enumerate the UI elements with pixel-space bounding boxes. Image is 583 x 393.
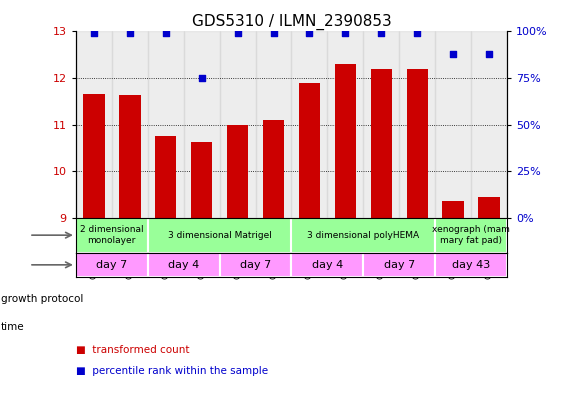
Text: 2 dimensional
monolayer: 2 dimensional monolayer [80, 226, 143, 245]
Point [161, 30, 170, 37]
Text: day 4: day 4 [168, 260, 199, 270]
Point [413, 30, 422, 37]
Bar [471, 31, 507, 218]
Bar [76, 253, 147, 277]
Text: time: time [1, 322, 25, 332]
Bar [436, 31, 471, 218]
Point [484, 51, 494, 57]
Bar [220, 31, 255, 218]
Bar [263, 120, 285, 218]
Text: day 7: day 7 [384, 260, 415, 270]
Bar [83, 94, 104, 218]
Point [269, 30, 278, 37]
Bar [479, 197, 500, 218]
Bar [335, 64, 356, 218]
Bar [298, 83, 320, 218]
Bar [147, 31, 184, 218]
Text: 3 dimensional polyHEMA: 3 dimensional polyHEMA [307, 231, 419, 240]
Text: xenograph (mam
mary fat pad): xenograph (mam mary fat pad) [433, 226, 510, 245]
Bar [328, 31, 363, 218]
Bar [76, 31, 112, 218]
Bar [292, 253, 363, 277]
Bar [227, 125, 248, 218]
Title: GDS5310 / ILMN_2390853: GDS5310 / ILMN_2390853 [192, 14, 391, 30]
Point [377, 30, 386, 37]
Bar [436, 218, 507, 253]
Text: ■  percentile rank within the sample: ■ percentile rank within the sample [76, 366, 268, 376]
Text: day 7: day 7 [240, 260, 271, 270]
Bar [76, 218, 147, 253]
Text: day 7: day 7 [96, 260, 127, 270]
Point [125, 30, 134, 37]
Bar [220, 253, 292, 277]
Bar [363, 31, 399, 218]
Text: day 4: day 4 [312, 260, 343, 270]
Bar [147, 218, 292, 253]
Bar [112, 31, 147, 218]
Text: 3 dimensional Matrigel: 3 dimensional Matrigel [168, 231, 272, 240]
Point [89, 30, 99, 37]
Bar [191, 142, 212, 218]
Point [305, 30, 314, 37]
Point [233, 30, 243, 37]
Bar [442, 201, 464, 218]
Bar [184, 31, 220, 218]
Bar [371, 69, 392, 218]
Bar [119, 95, 141, 218]
Bar [155, 136, 177, 218]
Text: ■  transformed count: ■ transformed count [76, 345, 189, 355]
Bar [255, 31, 292, 218]
Bar [436, 253, 507, 277]
Text: growth protocol: growth protocol [1, 294, 83, 305]
Text: day 43: day 43 [452, 260, 490, 270]
Point [197, 75, 206, 81]
Point [340, 30, 350, 37]
Point [448, 51, 458, 57]
Bar [399, 31, 436, 218]
Bar [292, 218, 436, 253]
Bar [292, 31, 328, 218]
Bar [147, 253, 220, 277]
Bar [406, 69, 428, 218]
Bar [363, 253, 436, 277]
